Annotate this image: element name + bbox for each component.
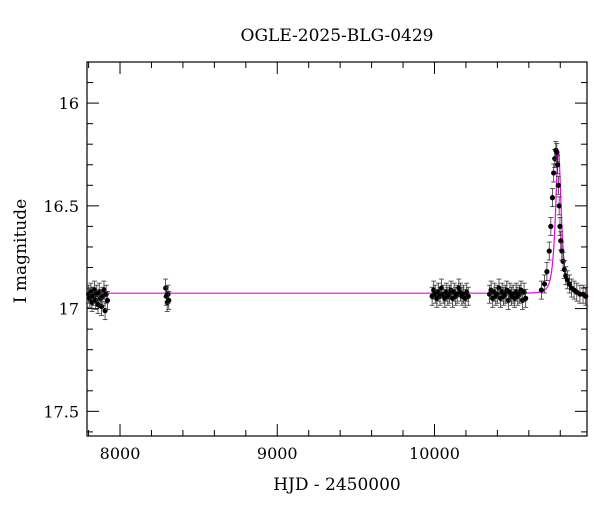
data-point xyxy=(546,248,552,254)
data-point xyxy=(583,293,589,299)
data-point xyxy=(523,295,529,301)
data-point xyxy=(551,170,557,176)
y-tick-label: 16.5 xyxy=(43,197,79,216)
data-point xyxy=(544,269,550,275)
data-point xyxy=(98,303,105,310)
plot-frame xyxy=(86,61,588,437)
data-point xyxy=(555,182,561,188)
data-point xyxy=(558,238,564,244)
data-point xyxy=(96,289,102,295)
data-point xyxy=(557,223,563,229)
data-point xyxy=(561,266,567,273)
y-tick-label: 17.5 xyxy=(43,402,79,421)
x-tick-label: 10000 xyxy=(409,444,460,463)
model-curve-line xyxy=(87,150,588,294)
data-point xyxy=(465,293,471,299)
data-point xyxy=(556,203,562,209)
x-tick-label: 8000 xyxy=(100,444,141,463)
data-point xyxy=(103,291,109,297)
x-axis-label: HJD - 2450000 xyxy=(273,475,401,495)
x-tick-label: 9000 xyxy=(257,444,298,463)
data-point xyxy=(541,281,548,287)
data-point xyxy=(538,287,545,293)
data-point xyxy=(163,285,169,291)
chart-title: OGLE-2025-BLG-0429 xyxy=(241,26,434,46)
data-point xyxy=(548,223,554,229)
y-tick-label: 17 xyxy=(59,300,79,319)
y-tick-label: 16 xyxy=(59,94,79,113)
data-point xyxy=(554,162,561,168)
data-point xyxy=(166,297,172,303)
data-point xyxy=(165,291,171,297)
data-point xyxy=(564,277,570,283)
data-point xyxy=(566,281,572,287)
data-point xyxy=(559,248,565,254)
data-point xyxy=(104,297,111,303)
data-point xyxy=(549,195,556,201)
data-point xyxy=(102,308,108,314)
data-point xyxy=(554,149,560,156)
y-axis-label: I magnitude xyxy=(11,199,31,303)
data-point xyxy=(560,258,566,264)
